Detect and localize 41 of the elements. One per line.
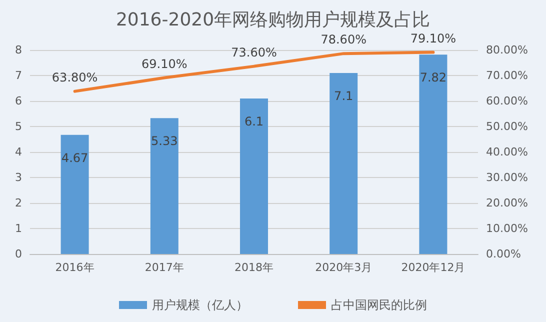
data-label: 73.60% (231, 45, 277, 60)
bar (150, 118, 178, 254)
bar (330, 72, 358, 254)
data-label: 79.10% (410, 31, 456, 46)
x-tick-label: 2017年 (144, 261, 184, 274)
data-label: 7.1 (334, 88, 354, 103)
data-label: 4.67 (61, 150, 88, 165)
y-tick-label: 8 (15, 44, 22, 56)
y-tick-label: 7 (15, 69, 22, 82)
y2-tick-label: 10.00% (486, 222, 528, 235)
y-tick-label: 2 (15, 196, 22, 210)
y2-tick-label: 70.00% (486, 69, 528, 82)
y-tick-label: 3 (15, 171, 22, 184)
data-label: 7.82 (420, 70, 447, 85)
bar (60, 134, 89, 254)
data-label: 63.80% (52, 70, 98, 84)
bar (419, 54, 448, 254)
data-label: 6.1 (244, 114, 264, 128)
data-label: 69.10% (142, 56, 188, 71)
data-label: 78.60% (320, 32, 366, 47)
y2-tick-label: 20.00% (486, 196, 528, 210)
y2-tick-label: 80.00% (486, 44, 528, 56)
x-tick-label: 2020年3月 (315, 261, 372, 274)
y-tick-label: 1 (15, 222, 22, 235)
x-tick-label: 2018年 (234, 261, 274, 274)
data-label: 5.33 (151, 134, 178, 148)
legend-label: 用户规模（亿人） (152, 298, 248, 312)
y-tick-label: 4 (15, 146, 22, 158)
y-tick-label: 0 (15, 248, 22, 260)
y2-tick-label: 30.00% (486, 171, 528, 184)
x-tick-label: 2016年 (55, 261, 94, 274)
bar (240, 98, 268, 254)
y2-tick-label: 40.00% (486, 146, 528, 158)
y2-tick-label: 0.00% (486, 248, 521, 260)
y-tick-label: 6 (15, 94, 22, 108)
legend-label: 占中国网民的比例 (331, 298, 427, 312)
y-tick-label: 5 (15, 120, 22, 133)
y2-tick-label: 60.00% (486, 94, 528, 108)
x-tick-label: 2020年12月 (401, 261, 466, 274)
y2-tick-label: 50.00% (486, 120, 528, 133)
chart-title: 2016-2020年网络购物用户规模及占比 (116, 10, 430, 30)
